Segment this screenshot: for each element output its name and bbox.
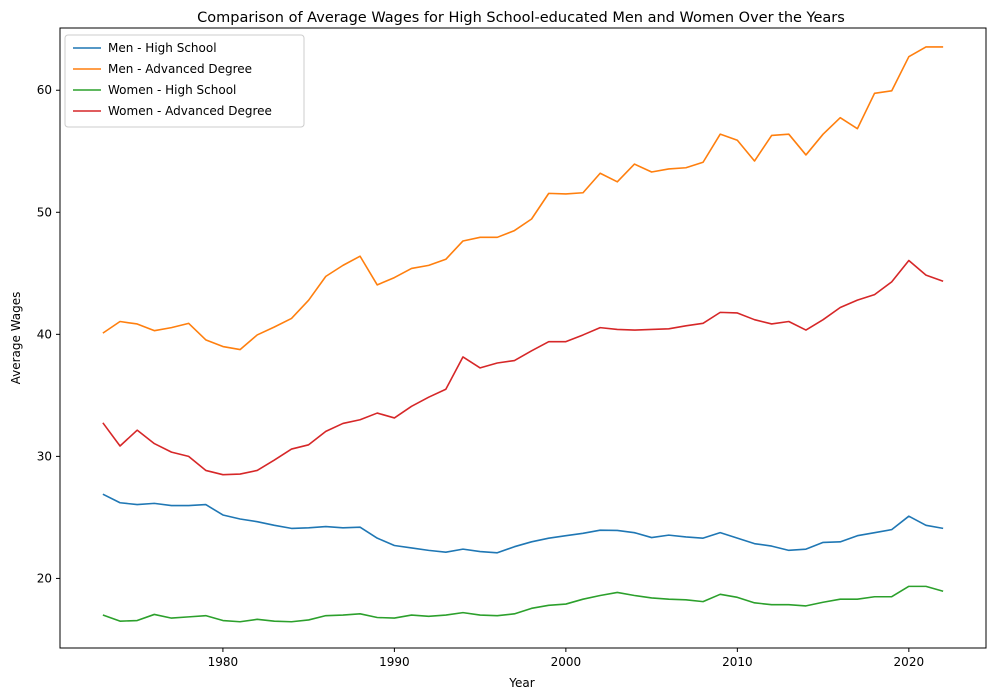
x-tick-label: 2010 bbox=[722, 655, 753, 669]
legend-box bbox=[64, 34, 305, 128]
y-axis-label: Average Wages bbox=[9, 292, 23, 385]
chart-title: Comparison of Average Wages for High Sch… bbox=[197, 10, 845, 26]
series-line-4 bbox=[102, 259, 944, 476]
y-tick-label: 30 bbox=[37, 449, 52, 463]
series-line-2 bbox=[102, 46, 944, 351]
legend-label-2: Men - Advanced Degree bbox=[108, 62, 252, 76]
legend: Men - High School Men - Advanced Degree Wo… bbox=[64, 34, 305, 128]
series-line-3 bbox=[102, 585, 944, 623]
series-layer bbox=[102, 46, 944, 623]
x-axis-label: Year bbox=[508, 676, 534, 690]
legend-label-1: Men - High School bbox=[108, 41, 217, 55]
x-tick-label: 2000 bbox=[551, 655, 582, 669]
x-tick-label: 1980 bbox=[208, 655, 239, 669]
legend-label-4: Women - Advanced Degree bbox=[108, 104, 272, 118]
y-axis: 20 30 40 50 60 bbox=[37, 83, 60, 585]
x-tick-label: 2020 bbox=[894, 655, 925, 669]
series-line-1 bbox=[102, 493, 944, 554]
plot-area bbox=[59, 27, 987, 649]
y-tick-label: 50 bbox=[37, 205, 52, 219]
x-tick-label: 1990 bbox=[379, 655, 410, 669]
x-axis: 1980 1990 2000 2010 2020 bbox=[208, 648, 924, 669]
y-tick-label: 60 bbox=[37, 83, 52, 97]
y-tick-label: 20 bbox=[37, 571, 52, 585]
y-tick-label: 40 bbox=[37, 327, 52, 341]
legend-label-3: Women - High School bbox=[108, 83, 236, 97]
